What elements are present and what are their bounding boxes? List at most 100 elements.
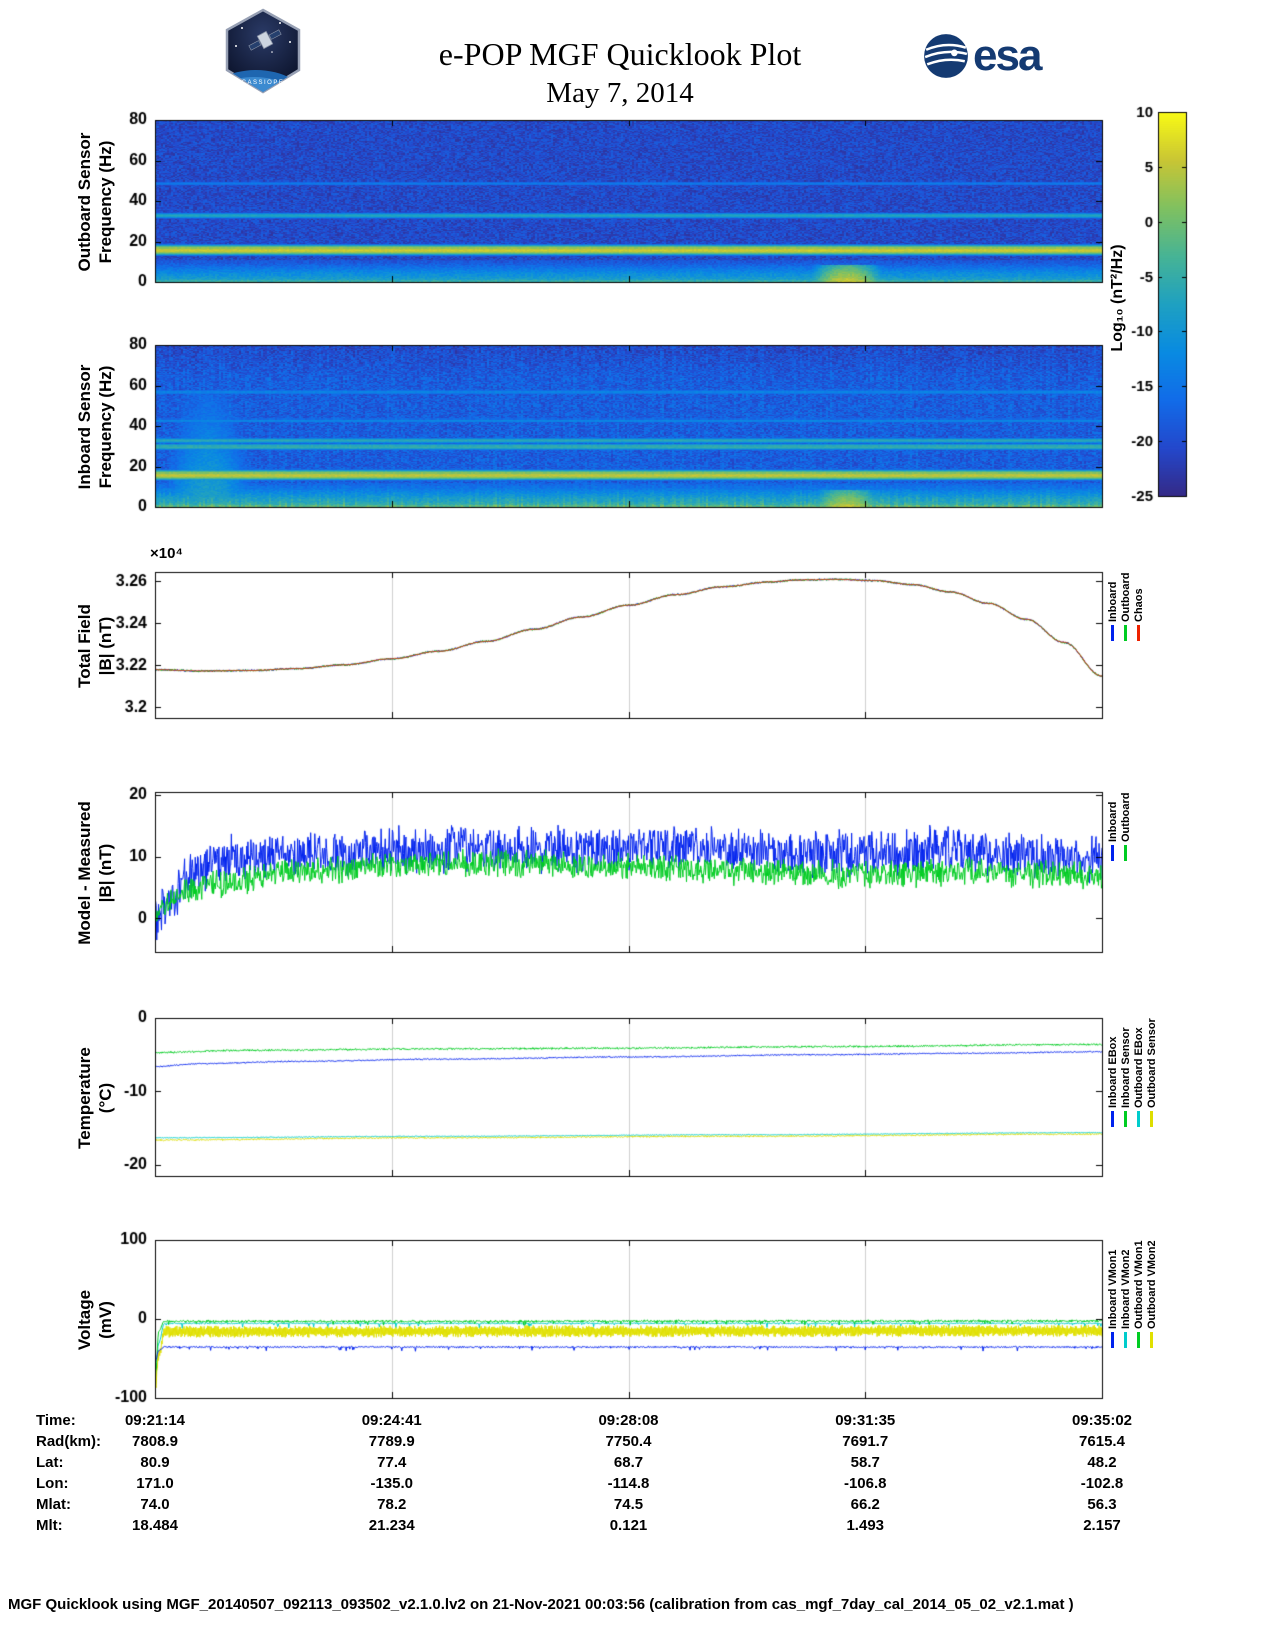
ephemeris-value: 2.157 (1032, 1517, 1172, 1534)
legend-color-dash (1124, 625, 1127, 641)
legend-label: Outboard VMon2 (1146, 1240, 1158, 1329)
ephemeris-value: 09:35:02 (1032, 1412, 1172, 1429)
ephemeris-value: 48.2 (1032, 1454, 1172, 1471)
ephemeris-value: -114.8 (559, 1475, 699, 1492)
ephemeris-value: 56.3 (1032, 1496, 1172, 1513)
ephemeris-row: Rad(km): 7808.9 7789.9 7750.4 7691.7 7615.4 (0, 1433, 1275, 1454)
legend-model-measured: Inboard Outboard (1106, 792, 1132, 952)
legend-color-dash (1111, 845, 1114, 861)
title-block: e-POP MGF Quicklook Plot May 7, 2014 (280, 36, 960, 110)
legend-entry: Inboard (1106, 572, 1119, 641)
legend-color-dash (1150, 1332, 1153, 1348)
esa-logo: esa (922, 32, 1040, 80)
legend-label: Outboard (1120, 792, 1132, 842)
inboard-spectrogram-canvas (100, 335, 1110, 523)
ephemeris-value: 66.2 (795, 1496, 935, 1513)
legend-label: Outboard EBox (1133, 1018, 1145, 1108)
voltage-canvas (100, 1230, 1110, 1414)
legend-color-dash (1124, 1332, 1127, 1348)
legend-entry: Chaos (1132, 572, 1145, 641)
ephemeris-row-label: Mlt: (36, 1517, 63, 1534)
y-axis-multiplier: ×10⁴ (150, 545, 183, 562)
legend-entry: Inboard (1106, 792, 1119, 861)
legend-entry: Inboard EBox (1106, 1018, 1119, 1127)
ephemeris-value: 7615.4 (1032, 1433, 1172, 1450)
outboard-spectrogram-canvas (100, 110, 1110, 298)
plot-title: e-POP MGF Quicklook Plot (280, 36, 960, 73)
legend-entry: Outboard (1119, 792, 1132, 861)
legend-color-dash (1111, 1332, 1114, 1348)
plot-date: May 7, 2014 (280, 77, 960, 110)
legend-label: Inboard (1107, 572, 1119, 622)
ephemeris-value: 58.7 (795, 1454, 935, 1471)
ephemeris-row: Time: 09:21:14 09:24:41 09:28:08 09:31:35 09:… (0, 1412, 1275, 1433)
legend-color-dash (1124, 845, 1127, 861)
legend-temperature: Inboard EBox Inboard Sensor Outboard EBox O… (1106, 1018, 1158, 1176)
legend-entry: Outboard EBox (1132, 1018, 1145, 1127)
ephemeris-value: 18.484 (85, 1517, 225, 1534)
ephemeris-row: Mlt: 18.484 21.234 0.121 1.493 2.157 (0, 1517, 1275, 1538)
legend-entry: Inboard VMon1 (1106, 1240, 1119, 1348)
temperature-canvas (100, 1008, 1110, 1192)
legend-label: Inboard VMon1 (1107, 1240, 1119, 1329)
ephemeris-row: Mlat: 74.0 78.2 74.5 66.2 56.3 (0, 1496, 1275, 1517)
legend-label: Inboard VMon2 (1120, 1240, 1132, 1329)
legend-label: Outboard (1120, 572, 1132, 622)
ephemeris-value: 74.5 (559, 1496, 699, 1513)
legend-label: Outboard VMon1 (1133, 1240, 1145, 1329)
ephemeris-row: Lat: 80.9 77.4 68.7 58.7 48.2 (0, 1454, 1275, 1475)
ephemeris-value: 0.121 (559, 1517, 699, 1534)
ephemeris-value: 78.2 (322, 1496, 462, 1513)
footer-note: MGF Quicklook using MGF_20140507_092113_… (8, 1596, 1074, 1613)
ephemeris-row-label: Mlat: (36, 1496, 71, 1513)
ephemeris-value: 09:24:41 (322, 1412, 462, 1429)
ephemeris-value: 09:31:35 (795, 1412, 935, 1429)
legend-color-dash (1124, 1111, 1127, 1127)
ylabel-line: Temperature (74, 948, 95, 1248)
legend-color-dash (1111, 625, 1114, 641)
esa-logo-text: esa (973, 34, 1040, 78)
ephemeris-value: 21.234 (322, 1517, 462, 1534)
ylabel-line: Outboard Sensor (74, 52, 95, 352)
ephemeris-value: 7808.9 (85, 1433, 225, 1450)
ylabel-line: Model - Measured (74, 723, 95, 1023)
legend-color-dash (1150, 1111, 1153, 1127)
legend-entry: Inboard Sensor (1119, 1018, 1132, 1127)
legend-entry: Outboard VMon1 (1132, 1240, 1145, 1348)
legend-label: Outboard Sensor (1146, 1018, 1158, 1108)
quicklook-page: CASSIOPE e-POP MGF Quicklook Plot May 7,… (0, 0, 1275, 1650)
legend-entry: Inboard VMon2 (1119, 1240, 1132, 1348)
legend-entry: Outboard Sensor (1145, 1018, 1158, 1127)
ephemeris-table: Time: 09:21:14 09:24:41 09:28:08 09:31:35 09:… (0, 1412, 1275, 1547)
ephemeris-value: 09:21:14 (85, 1412, 225, 1429)
ephemeris-value: 7691.7 (795, 1433, 935, 1450)
colorbar (1100, 104, 1200, 504)
legend-color-dash (1137, 1111, 1140, 1127)
mission-patch-text: CASSIOPE (242, 80, 285, 86)
legend-label: Inboard (1107, 792, 1119, 842)
ylabel-line: Inboard Sensor (74, 277, 95, 577)
ephemeris-value: -135.0 (322, 1475, 462, 1492)
legend-entry: Outboard VMon2 (1145, 1240, 1158, 1348)
legend-voltage: Inboard VMon1 Inboard VMon2 Outboard VMon1… (1106, 1240, 1158, 1398)
ephemeris-value: 09:28:08 (559, 1412, 699, 1429)
total-field-canvas (100, 562, 1110, 734)
model-measured-canvas (100, 782, 1110, 968)
legend-label: Inboard EBox (1107, 1018, 1119, 1108)
ephemeris-value: 7750.4 (559, 1433, 699, 1450)
esa-globe-icon (922, 32, 970, 80)
legend-total-field: Inboard Outboard Chaos (1106, 572, 1145, 718)
legend-color-dash (1137, 1332, 1140, 1348)
ephemeris-value: 7789.9 (322, 1433, 462, 1450)
ephemeris-row-label: Lat: (36, 1454, 64, 1471)
ephemeris-row: Lon: 171.0 -135.0 -114.8 -106.8 -102.8 (0, 1475, 1275, 1496)
legend-label: Chaos (1133, 572, 1145, 622)
ephemeris-value: 77.4 (322, 1454, 462, 1471)
legend-entry: Outboard (1119, 572, 1132, 641)
ephemeris-value: 74.0 (85, 1496, 225, 1513)
ephemeris-value: 68.7 (559, 1454, 699, 1471)
ephemeris-value: 171.0 (85, 1475, 225, 1492)
legend-label: Inboard Sensor (1120, 1018, 1132, 1108)
ephemeris-value: 80.9 (85, 1454, 225, 1471)
legend-color-dash (1137, 625, 1140, 641)
